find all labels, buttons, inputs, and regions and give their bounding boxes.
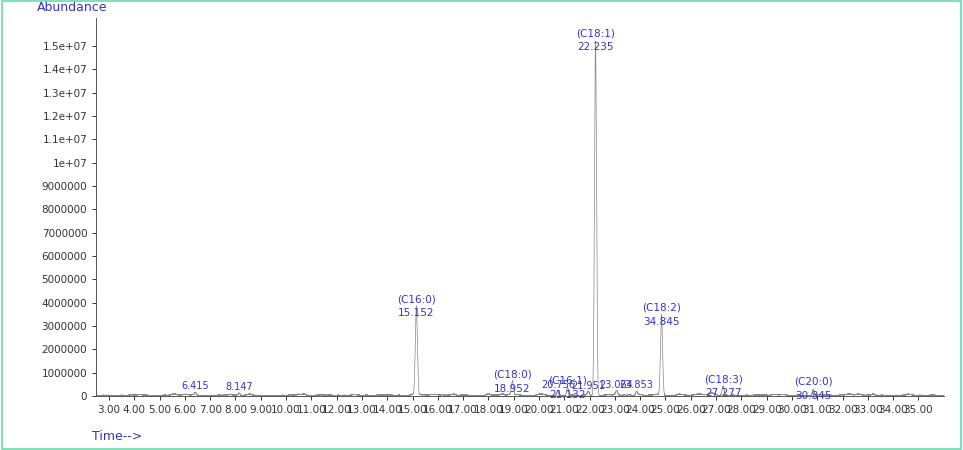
Text: 20.756: 20.756 (541, 380, 575, 390)
Text: 23.064: 23.064 (600, 380, 634, 390)
Text: 23.853: 23.853 (619, 380, 654, 391)
Text: (C18:0): (C18:0) (493, 369, 532, 380)
Text: Abundance: Abundance (37, 1, 108, 14)
Text: 21.951: 21.951 (571, 381, 606, 391)
Text: 27.277: 27.277 (705, 388, 742, 398)
Text: 18.952: 18.952 (494, 384, 531, 394)
Text: 30.845: 30.845 (795, 391, 831, 401)
Text: (C16:1): (C16:1) (548, 376, 587, 386)
Text: 15.152: 15.152 (398, 309, 434, 319)
Text: (C18:2): (C18:2) (642, 303, 681, 313)
Text: 6.415: 6.415 (181, 381, 209, 391)
Text: (C20:0): (C20:0) (794, 377, 833, 387)
Text: 8.147: 8.147 (225, 382, 253, 392)
Text: 22.235: 22.235 (577, 42, 613, 53)
Text: (C18:1): (C18:1) (576, 28, 615, 39)
Text: (C18:3): (C18:3) (704, 374, 742, 384)
Text: 21.132: 21.132 (549, 390, 586, 400)
Text: 34.845: 34.845 (643, 317, 680, 327)
Text: (C16:0): (C16:0) (397, 295, 435, 305)
Text: Time-->: Time--> (92, 430, 143, 443)
